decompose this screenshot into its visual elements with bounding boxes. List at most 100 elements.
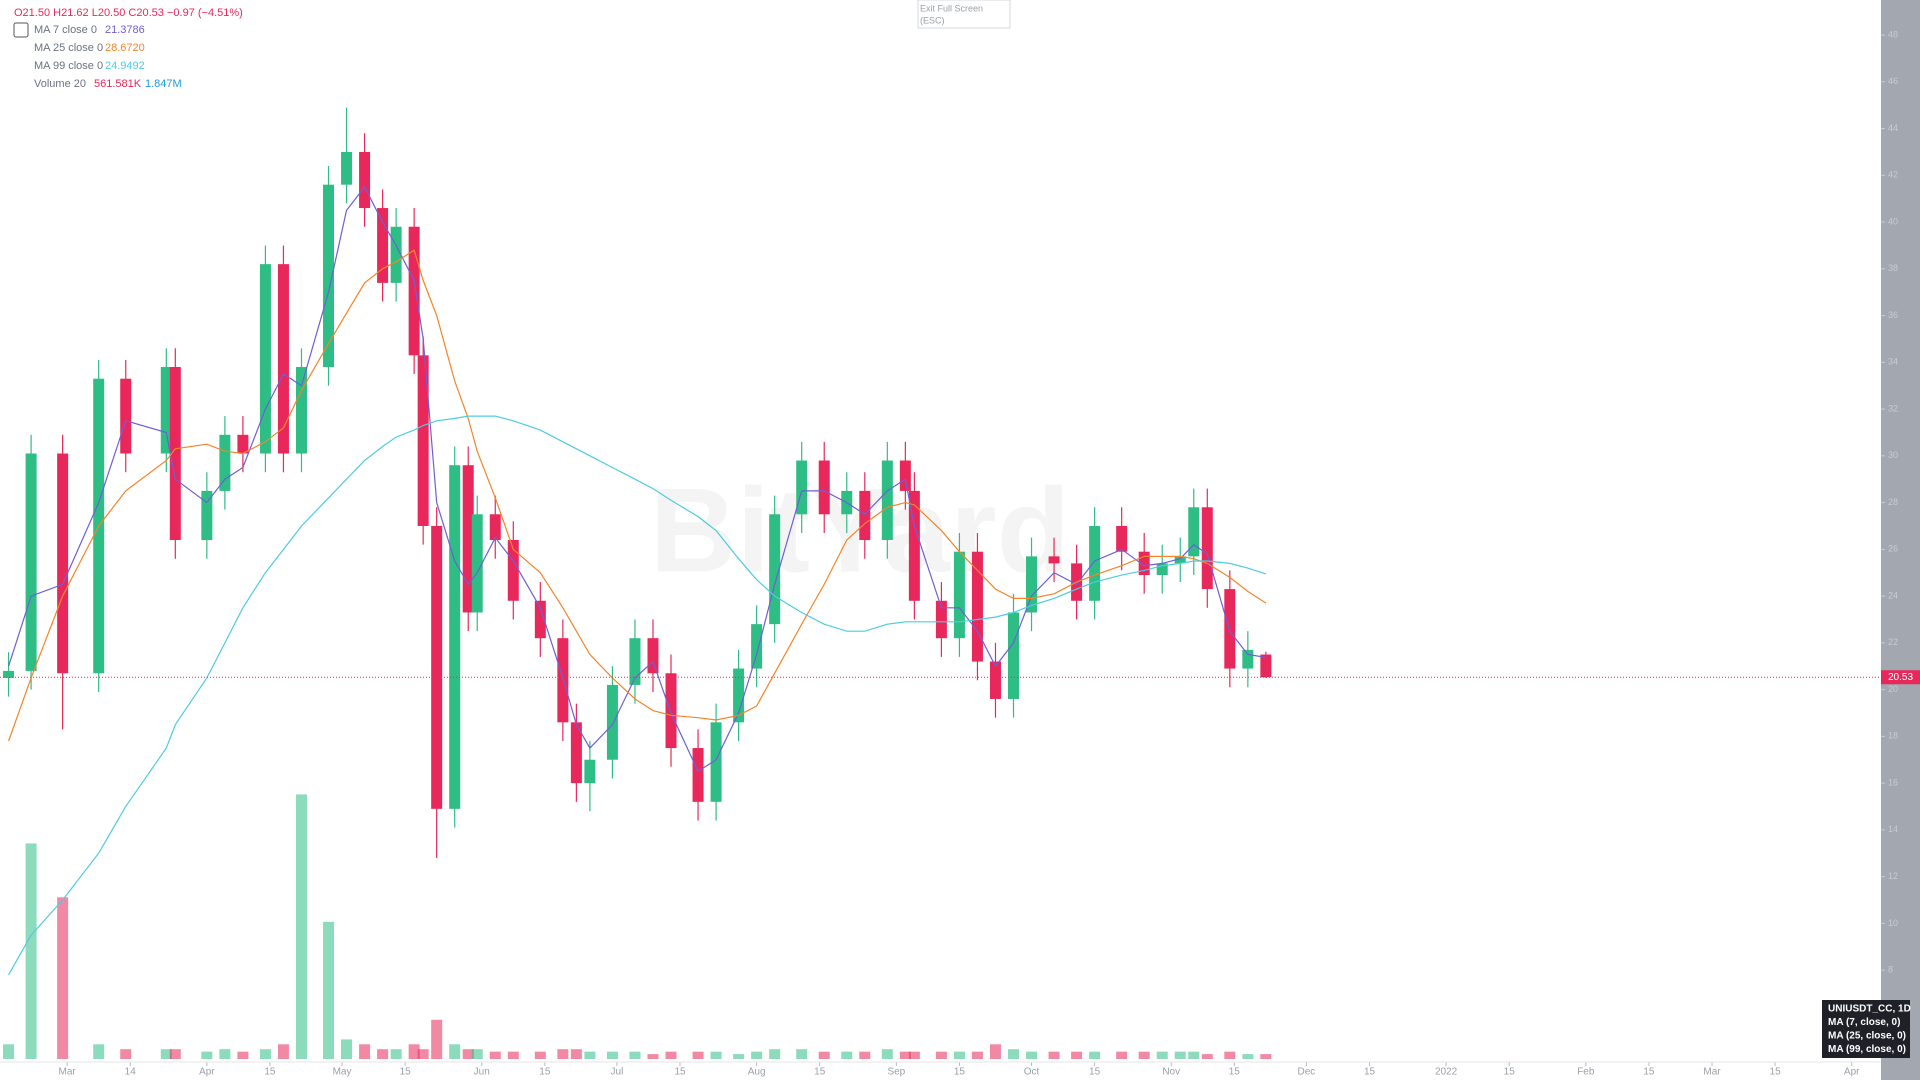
candle-body [259, 264, 271, 454]
x-tick-label: 15 [1089, 1067, 1101, 1078]
x-tick-label: 15 [1643, 1067, 1655, 1078]
legend-value: 24.9492 [105, 60, 145, 72]
candle-body [25, 453, 37, 671]
x-tick-label: Oct [1024, 1067, 1040, 1078]
ma-line [8, 415, 1267, 976]
volume-bar [1048, 1051, 1060, 1059]
candle-body [3, 670, 15, 678]
volume-bar [953, 1051, 965, 1059]
ohlc-open: O21.50 [14, 7, 50, 19]
candle-body [570, 722, 582, 784]
legend-toggle[interactable] [13, 22, 29, 38]
x-tick-label: 15 [814, 1067, 826, 1078]
candle-body [1174, 556, 1186, 564]
y-tick-label: 44 [1888, 123, 1898, 133]
volume-bar [277, 1044, 289, 1059]
x-tick-label: 15 [954, 1067, 966, 1078]
candle-body [1089, 525, 1101, 601]
legend-value: 28.6720 [105, 42, 145, 54]
candle-body [751, 624, 763, 669]
candle-body [557, 638, 569, 723]
candle-body [629, 638, 641, 685]
volume-bar [1156, 1051, 1168, 1059]
ma-line [8, 249, 1267, 742]
x-tick-label: 15 [1364, 1067, 1376, 1078]
volume-bar [341, 1039, 353, 1059]
legend-name: MA 7 close 0 [34, 24, 97, 36]
y-tick-label: 12 [1888, 871, 1898, 881]
candle-body [341, 151, 353, 185]
info-line: UNIUSDT_CC, 1D [1828, 1004, 1911, 1015]
candle-body [769, 514, 781, 625]
candle-body [796, 460, 808, 515]
candle-body [1224, 589, 1236, 669]
volume-bar [408, 1044, 420, 1059]
candle-body [989, 661, 1001, 699]
x-tick-label: May [333, 1067, 352, 1078]
y-tick-label: 8 [1888, 965, 1893, 975]
candle-body [57, 453, 69, 674]
x-tick-label: 15 [1770, 1067, 1782, 1078]
volume-bar [489, 1051, 501, 1059]
candle-body [606, 684, 618, 760]
candle-body [471, 514, 483, 613]
ma-line [8, 185, 1266, 773]
volume-bar [629, 1051, 641, 1059]
candle-body [818, 460, 830, 515]
volume-bar [359, 1044, 371, 1059]
volume-bar [908, 1051, 920, 1059]
candle-body [277, 264, 289, 454]
volume-bar [417, 1049, 429, 1059]
volume-bar [1224, 1051, 1236, 1059]
candle-body [665, 673, 677, 749]
x-tick-label: 15 [1504, 1067, 1516, 1078]
volume-bar [751, 1051, 763, 1059]
last-price-box [1881, 670, 1920, 685]
candle-body [359, 151, 371, 209]
volume-bar [665, 1051, 677, 1059]
y-tick-label: 20 [1888, 684, 1898, 694]
volume-bar [584, 1051, 596, 1059]
volume-bar [169, 1049, 181, 1059]
volume-bar [769, 1049, 781, 1059]
volume-bar [570, 1049, 582, 1059]
y-tick-label: 32 [1888, 403, 1898, 413]
volume-legend-average: 1.847M [145, 78, 182, 90]
candle-body [971, 551, 983, 662]
x-tick-label: Jul [611, 1067, 624, 1078]
volume-bar [1071, 1051, 1083, 1059]
candle-body [120, 378, 132, 454]
y-tick-label: 38 [1888, 263, 1898, 273]
x-tick-label: Dec [1298, 1067, 1316, 1078]
candle-body [733, 668, 745, 723]
candle-body [377, 208, 389, 283]
legend-value: 21.3786 [105, 24, 145, 36]
x-tick-label: 15 [674, 1067, 686, 1078]
candle-body [507, 540, 519, 601]
x-tick-label: Sep [887, 1067, 905, 1078]
candle-body [1008, 612, 1020, 699]
candle-body [408, 226, 420, 356]
fullscreen-button[interactable] [917, 0, 1011, 29]
volume-bar [733, 1054, 745, 1059]
volume-bar [3, 1044, 15, 1059]
volume-bar [431, 1019, 443, 1059]
volume-bar [647, 1054, 659, 1059]
volume-bar [935, 1051, 947, 1059]
y-tick-label: 36 [1888, 310, 1898, 320]
volume-bar [1116, 1051, 1128, 1059]
x-tick-label: 15 [539, 1067, 551, 1078]
x-tick-label: Mar [59, 1067, 77, 1078]
volume-bar [259, 1049, 271, 1059]
y-tick-label: 14 [1888, 824, 1898, 834]
candle-body [431, 525, 443, 809]
legend-name: MA 99 close 0 [34, 60, 103, 72]
fullscreen-title: Exit Full Screen [920, 3, 983, 13]
y-tick-label: 22 [1888, 637, 1898, 647]
price-axis [1881, 0, 1920, 1080]
y-tick-label: 10 [1888, 918, 1898, 928]
last-price-label: 20.53 [1888, 672, 1913, 683]
ohlc-high: H21.62 [53, 7, 88, 19]
volume-bar [557, 1049, 569, 1059]
volume-bar [1138, 1051, 1150, 1059]
